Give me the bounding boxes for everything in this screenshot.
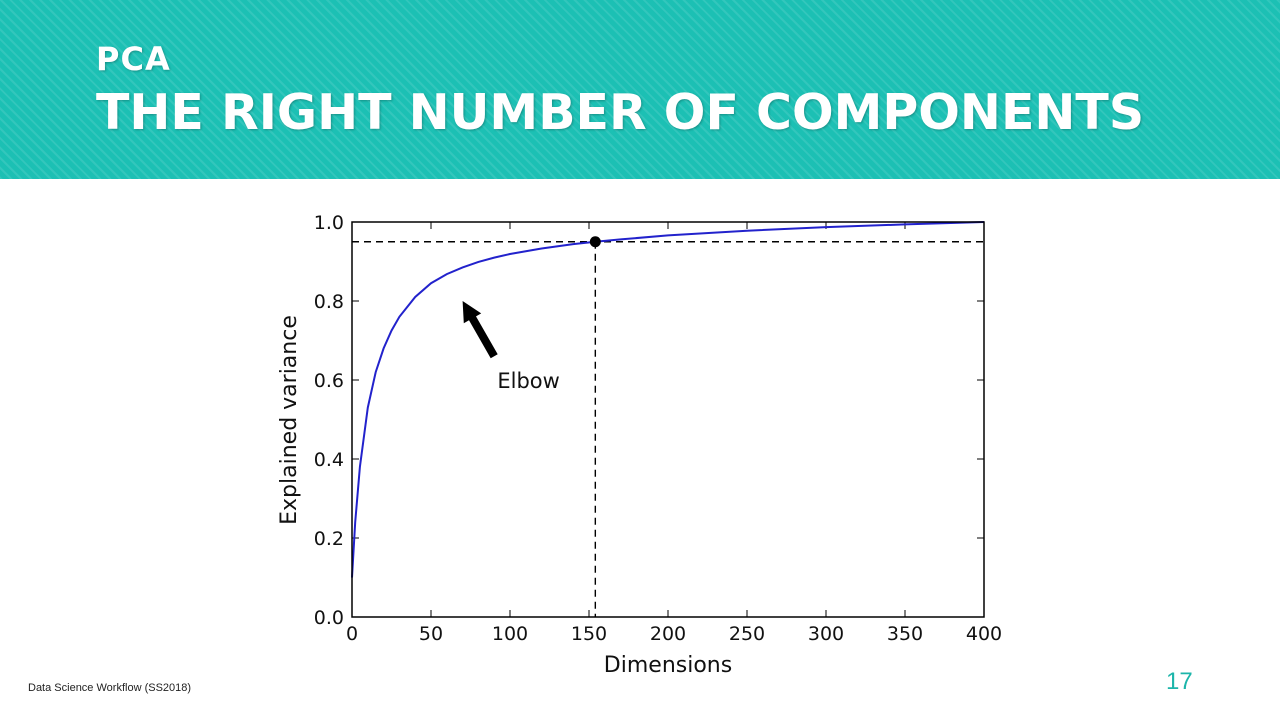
elbow-annotation-label: Elbow: [497, 369, 559, 393]
slide-subtitle: PCA: [96, 40, 171, 78]
y-tick-label: 0.2: [314, 528, 344, 550]
title-banner: [0, 0, 1280, 179]
x-tick-label: 100: [492, 623, 528, 645]
y-tick-label: 0.8: [314, 291, 344, 313]
plot-frame: [351, 221, 985, 618]
x-tick-label: 350: [887, 623, 923, 645]
y-axis-label: Explained variance: [277, 315, 302, 525]
x-tick-label: 300: [808, 623, 844, 645]
x-tick-label: 0: [346, 623, 358, 645]
x-tick-label: 50: [419, 623, 443, 645]
y-tick-label: 1.0: [314, 212, 344, 234]
slide-title: THE RIGHT NUMBER OF COMPONENTS: [96, 84, 1145, 141]
page-number: 17: [1166, 668, 1193, 695]
y-tick-label: 0.4: [314, 449, 344, 471]
x-tick-label: 200: [650, 623, 686, 645]
y-tick-label: 0.6: [314, 370, 344, 392]
threshold-point: [589, 236, 601, 248]
x-tick-label: 150: [571, 623, 607, 645]
x-tick-label: 400: [966, 623, 1002, 645]
explained-variance-curve: [351, 221, 985, 578]
elbow-arrow: [462, 301, 498, 359]
x-tick-label: 250: [729, 623, 765, 645]
footer-text: Data Science Workflow (SS2018): [28, 682, 192, 694]
x-axis-label: Dimensions: [604, 653, 732, 678]
y-tick-label: 0.0: [314, 607, 344, 629]
